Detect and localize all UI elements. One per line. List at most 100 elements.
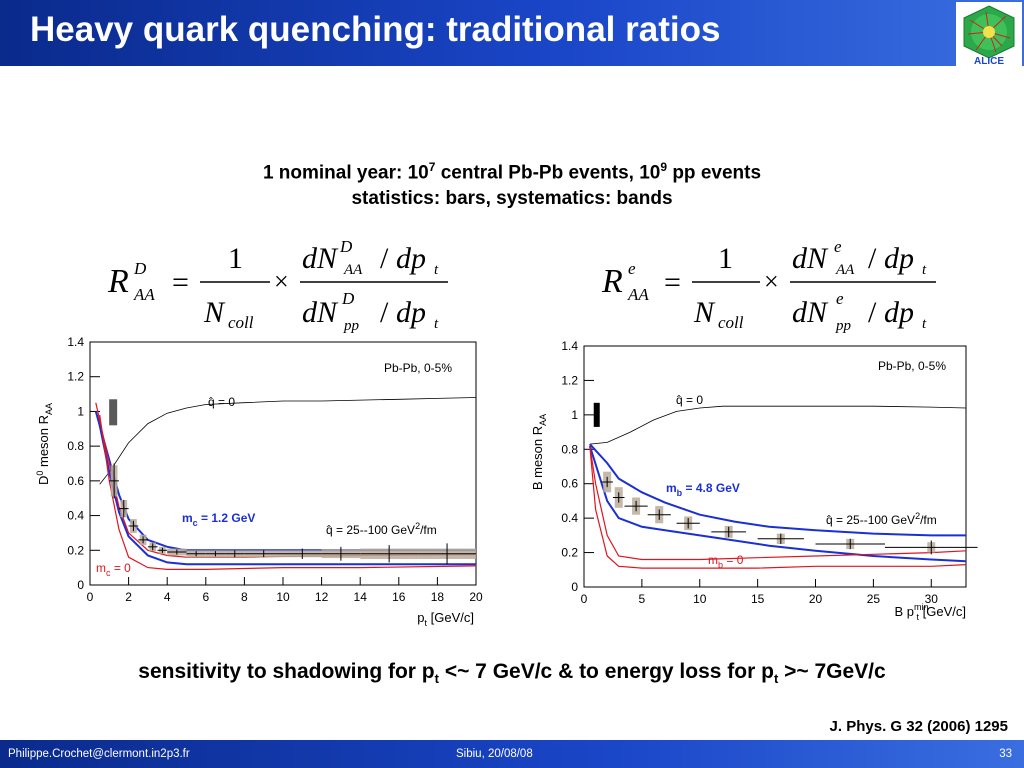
journal-reference: J. Phys. G 32 (2006) 1295 <box>829 718 1008 735</box>
svg-text:/: / <box>380 242 389 275</box>
svg-text:t: t <box>434 262 439 278</box>
x-tick-label: 14 <box>354 590 368 604</box>
svg-text:AA: AA <box>133 285 155 304</box>
q0-label: q̂ = 0 <box>676 393 703 407</box>
svg-text:AA: AA <box>627 285 649 304</box>
sensitivity-note: sensitivity to shadowing for pt <~ 7 GeV… <box>138 660 886 687</box>
y-tick-label: 1 <box>571 408 578 422</box>
y-tick-label: 0.2 <box>67 543 84 557</box>
svg-text:1: 1 <box>718 242 733 275</box>
raa-d-formula: R D AA = 1 N coll × dN D AA / dp t dN D … <box>100 226 480 336</box>
legend-line: statistics: bars, systematics: bands <box>351 188 673 209</box>
x-tick-label: 25 <box>867 592 881 606</box>
b-meson-raa-chart: 0 5 10 15 20 25 30 0 0.2 0.4 0.6 0.8 1 1.2 1.4 Pb-Pb, … <box>530 339 978 622</box>
x-tick-label: 5 <box>639 592 646 606</box>
alice-logo-icon: ALICE <box>956 2 1022 66</box>
series-line-thin-black <box>589 405 967 445</box>
svg-text:dp: dp <box>396 296 426 329</box>
svg-text:D: D <box>339 237 353 256</box>
svg-text:pp: pp <box>343 318 360 334</box>
footer-email: Philippe.Crochet@clermont.in2p3.fr <box>8 748 190 760</box>
x-axis-label: pt [GeV/c] <box>417 610 474 628</box>
qrange-label: q̂ = 25--100 GeV2/fm <box>826 511 937 527</box>
y-tick-label: 0.4 <box>561 511 578 525</box>
x-tick-label: 12 <box>315 590 329 604</box>
y-axis-label: B meson RAA <box>530 414 548 490</box>
y-tick-label: 0 <box>77 578 84 592</box>
y-tick-label: 0.2 <box>561 546 578 560</box>
svg-text:e: e <box>628 259 636 278</box>
x-tick-label: 30 <box>925 592 939 606</box>
svg-text:dp: dp <box>396 242 426 275</box>
normalization-uncertainty-box <box>593 402 600 427</box>
svg-text:D: D <box>341 289 355 308</box>
svg-text:/: / <box>868 242 877 275</box>
x-tick-label: 16 <box>392 590 406 604</box>
mass-red-label: mb = 0 <box>708 553 744 570</box>
series-line-blue <box>588 445 967 563</box>
svg-text:/: / <box>380 296 389 329</box>
svg-text:D: D <box>133 259 147 278</box>
svg-text:pp: pp <box>835 318 852 334</box>
y-tick-label: 1 <box>77 404 84 418</box>
svg-text:ALICE: ALICE <box>974 56 1004 66</box>
svg-text:t: t <box>922 316 927 332</box>
plot-frame <box>583 345 967 588</box>
svg-text:×: × <box>274 267 289 296</box>
y-tick-label: 0.6 <box>67 474 84 488</box>
svg-text:AA: AA <box>835 262 855 278</box>
svg-text:R: R <box>601 263 623 300</box>
footer-bar: Philippe.Crochet@clermont.in2p3.fr Sibiu… <box>0 740 1024 768</box>
d-meson-raa-chart: 0 2 4 6 8 10 12 14 16 18 20 0 0.2 0.4 0.6 0.8 1 1.2 1.4 Pb… <box>35 335 483 628</box>
svg-text:AA: AA <box>343 262 363 278</box>
system-label: Pb-Pb, 0-5% <box>384 361 452 375</box>
svg-text:N: N <box>203 296 226 329</box>
svg-text:coll: coll <box>228 313 254 332</box>
svg-text:e: e <box>836 289 844 308</box>
slide-title: Heavy quark quenching: traditional ratio… <box>30 10 721 49</box>
svg-text:N: N <box>693 296 716 329</box>
system-label: Pb-Pb, 0-5% <box>878 359 946 373</box>
y-tick-label: 0.4 <box>67 509 84 523</box>
x-tick-label: 0 <box>87 590 94 604</box>
mass-red-label: mc = 0 <box>96 561 131 578</box>
x-tick-label: 10 <box>276 590 290 604</box>
title-bar: Heavy quark quenching: traditional ratio… <box>0 0 1024 66</box>
svg-text:=: = <box>172 266 189 299</box>
qrange-label: q̂ = 25--100 GeV2/fm <box>326 521 437 537</box>
footer-date: Sibiu, 20/08/08 <box>456 748 533 760</box>
x-tick-label: 20 <box>809 592 823 606</box>
x-tick-label: 15 <box>751 592 765 606</box>
x-tick-label: 10 <box>693 592 707 606</box>
x-tick-label: 20 <box>469 590 483 604</box>
y-tick-label: 1.2 <box>67 370 84 384</box>
svg-text:t: t <box>434 316 439 332</box>
x-tick-label: 0 <box>581 592 588 606</box>
series-line-red <box>99 414 477 570</box>
x-tick-label: 8 <box>241 590 248 604</box>
plot-frame <box>89 341 477 586</box>
x-tick-label: 6 <box>202 590 209 604</box>
svg-text:dN: dN <box>302 242 339 275</box>
x-tick-label: 4 <box>164 590 171 604</box>
y-tick-label: 1.4 <box>561 339 578 353</box>
series-line-blue <box>98 425 476 566</box>
normalization-uncertainty-box <box>109 399 118 426</box>
svg-text:dp: dp <box>884 296 914 329</box>
x-tick-label: 18 <box>431 590 445 604</box>
raa-e-formula: R e AA = 1 N coll × dN e AA / dp t dN e … <box>594 226 974 336</box>
svg-text:dN: dN <box>792 242 829 275</box>
svg-text:×: × <box>764 267 779 296</box>
statistics-line: 1 nominal year: 107 central Pb-Pb events… <box>262 160 762 184</box>
y-tick-label: 0.8 <box>561 442 578 456</box>
series-line-blue <box>589 443 966 537</box>
svg-text:e: e <box>834 237 842 256</box>
y-axis-label: D0 meson RAA <box>35 403 54 485</box>
mass-blue-label: mb = 4.8 GeV <box>666 481 740 498</box>
series-line-thin-black <box>99 397 477 485</box>
svg-text:=: = <box>664 266 681 299</box>
y-tick-label: 1.4 <box>67 335 84 349</box>
series-line-red <box>589 445 967 561</box>
svg-text:1: 1 <box>228 242 243 275</box>
y-tick-label: 0.8 <box>67 439 84 453</box>
